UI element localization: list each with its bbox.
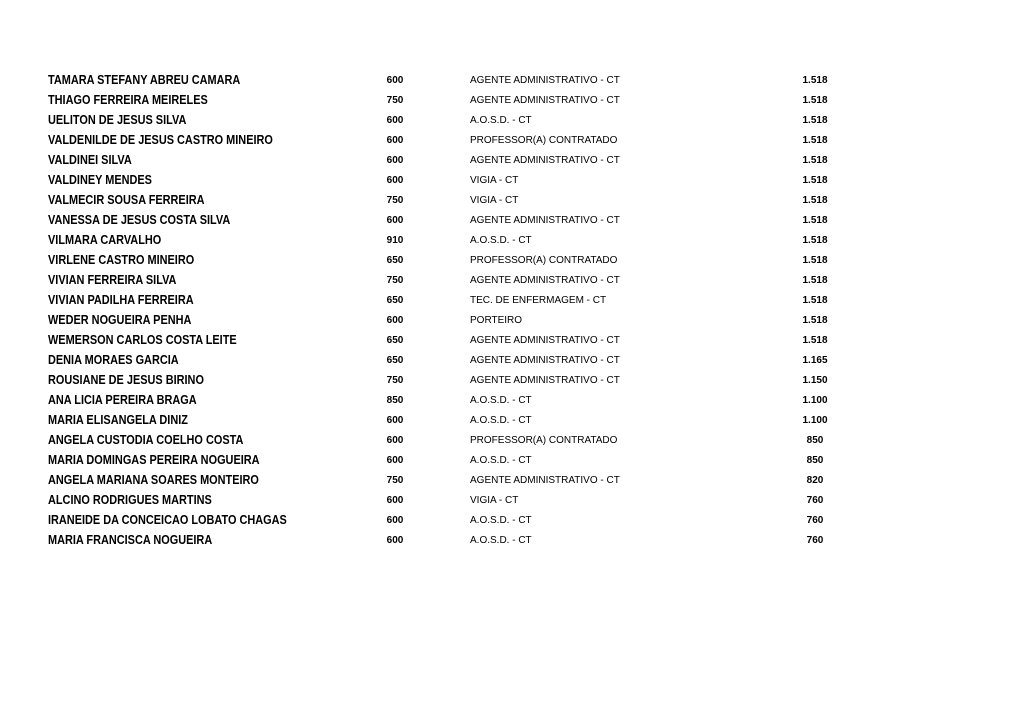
employee-name: THIAGO FERREIRA MEIRELES xyxy=(48,92,208,107)
hours: 850 xyxy=(386,395,404,406)
job-title: PROFESSOR(A) CONTRATADO xyxy=(470,435,618,446)
hours: 750 xyxy=(386,475,404,486)
job-title: PORTEIRO xyxy=(470,315,523,326)
hours: 650 xyxy=(386,355,404,366)
hours: 650 xyxy=(386,255,404,266)
employee-name: VIVIAN PADILHA FERREIRA xyxy=(48,292,194,307)
hours: 600 xyxy=(386,435,404,446)
job-title: A.O.S.D. - CT xyxy=(470,455,532,466)
job-title: A.O.S.D. - CT xyxy=(470,535,532,546)
employee-name: VILMARA CARVALHO xyxy=(48,232,162,247)
job-title: AGENTE ADMINISTRATIVO - CT xyxy=(470,95,620,106)
job-title: PROFESSOR(A) CONTRATADO xyxy=(470,135,618,146)
hours: 750 xyxy=(386,95,404,106)
salary: 1.150 xyxy=(802,375,828,386)
hours: 750 xyxy=(386,195,404,206)
job-title: VIGIA - CT xyxy=(470,175,519,186)
job-title: AGENTE ADMINISTRATIVO - CT xyxy=(470,75,620,86)
employee-name: VALDINEI SILVA xyxy=(48,152,132,167)
employee-name: ROUSIANE DE JESUS BIRINO xyxy=(48,372,204,387)
salary: 1.100 xyxy=(802,395,828,406)
hours: 600 xyxy=(386,495,404,506)
employee-name: WEMERSON CARLOS COSTA LEITE xyxy=(48,332,237,347)
job-title: PROFESSOR(A) CONTRATADO xyxy=(470,255,618,266)
salary: 1.518 xyxy=(802,275,828,286)
job-title: A.O.S.D. - CT xyxy=(470,115,532,126)
job-title: VIGIA - CT xyxy=(470,195,519,206)
salary: 1.518 xyxy=(802,115,828,126)
salary: 1.518 xyxy=(802,75,828,86)
employee-name: VALMECIR SOUSA FERREIRA xyxy=(48,192,205,207)
hours: 910 xyxy=(386,235,404,246)
hours: 600 xyxy=(386,155,404,166)
employee-name: IRANEIDE DA CONCEICAO LOBATO CHAGAS xyxy=(48,512,287,527)
job-title: VIGIA - CT xyxy=(470,495,519,506)
employee-name: ANGELA CUSTODIA COELHO COSTA xyxy=(48,432,244,447)
employee-name: MARIA ELISANGELA DINIZ xyxy=(48,412,188,427)
salary: 1.518 xyxy=(802,95,828,106)
hours: 600 xyxy=(386,115,404,126)
salary: 820 xyxy=(806,475,824,486)
hours: 600 xyxy=(386,415,404,426)
employee-name: WEDER NOGUEIRA PENHA xyxy=(48,312,192,327)
employee-name: VALDENILDE DE JESUS CASTRO MINEIRO xyxy=(48,132,273,147)
job-title: AGENTE ADMINISTRATIVO - CT xyxy=(470,155,620,166)
hours: 600 xyxy=(386,175,404,186)
salary: 1.518 xyxy=(802,175,828,186)
employee-name: MARIA DOMINGAS PEREIRA NOGUEIRA xyxy=(48,452,260,467)
employee-name: MARIA FRANCISCA NOGUEIRA xyxy=(48,532,213,547)
hours: 600 xyxy=(386,215,404,226)
hours: 600 xyxy=(386,515,404,526)
salary: 1.100 xyxy=(802,415,828,426)
hours: 750 xyxy=(386,275,404,286)
employee-name: VIRLENE CASTRO MINEIRO xyxy=(48,252,195,267)
job-title: AGENTE ADMINISTRATIVO - CT xyxy=(470,215,620,226)
salary: 1.518 xyxy=(802,135,828,146)
salary: 1.518 xyxy=(802,215,828,226)
job-title: AGENTE ADMINISTRATIVO - CT xyxy=(470,335,620,346)
hours: 750 xyxy=(386,375,404,386)
job-title: A.O.S.D. - CT xyxy=(470,235,532,246)
salary: 1.518 xyxy=(802,155,828,166)
job-title: AGENTE ADMINISTRATIVO - CT xyxy=(470,355,620,366)
hours: 600 xyxy=(386,135,404,146)
job-title: AGENTE ADMINISTRATIVO - CT xyxy=(470,375,620,386)
job-title: A.O.S.D. - CT xyxy=(470,415,532,426)
employee-name: VALDINEY MENDES xyxy=(48,172,152,187)
hours: 600 xyxy=(386,75,404,86)
salary: 1.518 xyxy=(802,235,828,246)
employee-name: UELITON DE JESUS SILVA xyxy=(48,112,187,127)
salary: 1.518 xyxy=(802,295,828,306)
salary: 1.518 xyxy=(802,335,828,346)
salary: 850 xyxy=(806,435,824,446)
hours: 600 xyxy=(386,455,404,466)
employee-name: TAMARA STEFANY ABREU CAMARA xyxy=(48,72,241,87)
employee-name: VIVIAN FERREIRA SILVA xyxy=(48,272,177,287)
job-title: TEC. DE ENFERMAGEM - CT xyxy=(470,295,607,306)
salary: 850 xyxy=(806,455,824,466)
salary: 1.518 xyxy=(802,195,828,206)
employee-name: VANESSA DE JESUS COSTA SILVA xyxy=(48,212,231,227)
job-title: AGENTE ADMINISTRATIVO - CT xyxy=(470,475,620,486)
salary: 760 xyxy=(806,535,824,546)
employee-name: ANA LICIA PEREIRA BRAGA xyxy=(48,392,197,407)
job-title: AGENTE ADMINISTRATIVO - CT xyxy=(470,275,620,286)
employee-name: ALCINO RODRIGUES MARTINS xyxy=(48,492,212,507)
hours: 650 xyxy=(386,335,404,346)
salary: 1.165 xyxy=(802,355,828,366)
salary: 1.518 xyxy=(802,255,828,266)
job-title: A.O.S.D. - CT xyxy=(470,395,532,406)
salary: 1.518 xyxy=(802,315,828,326)
job-title: A.O.S.D. - CT xyxy=(470,515,532,526)
employee-name: DENIA MORAES GARCIA xyxy=(48,352,179,367)
hours: 600 xyxy=(386,315,404,326)
salary: 760 xyxy=(806,515,824,526)
hours: 600 xyxy=(386,535,404,546)
employee-name: ANGELA MARIANA SOARES MONTEIRO xyxy=(48,472,259,487)
hours: 650 xyxy=(386,295,404,306)
salary: 760 xyxy=(806,495,824,506)
